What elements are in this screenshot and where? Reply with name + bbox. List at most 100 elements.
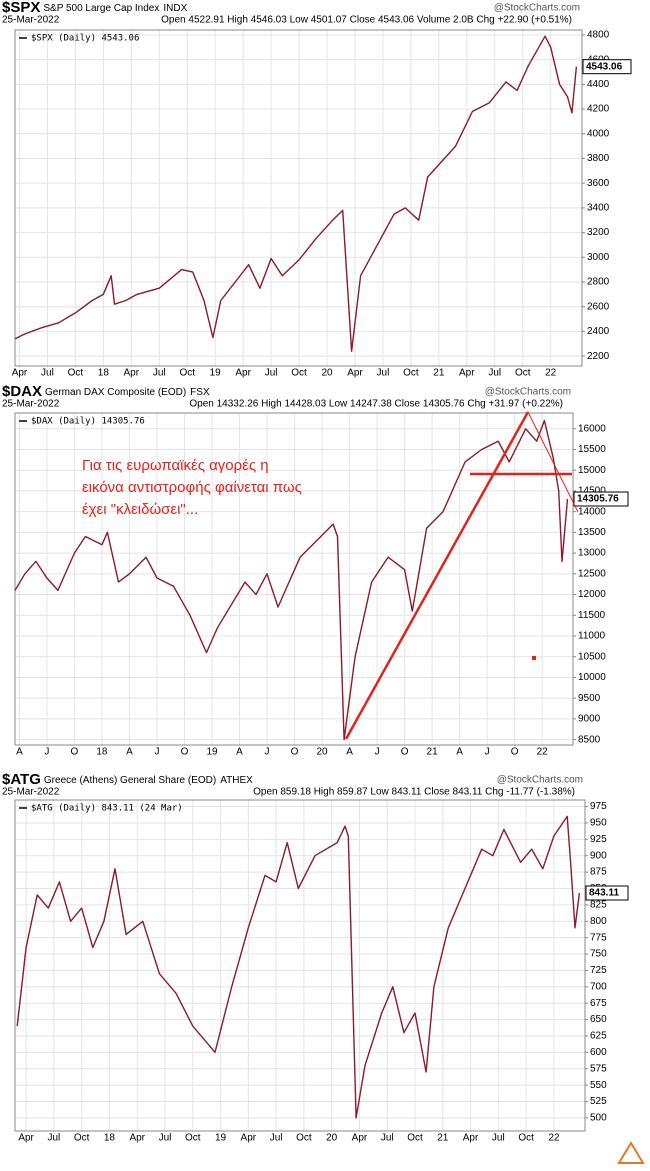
x-tick-label: Oct — [407, 1133, 423, 1144]
x-tick-label: 20 — [321, 368, 333, 379]
x-tick-label: Apr — [18, 1133, 34, 1144]
x-tick-label: 20 — [326, 1133, 338, 1144]
trend-line — [527, 411, 579, 513]
annotation: Για τις ευρωπαϊκές αγορές η — [82, 457, 269, 474]
exchange: INDX — [163, 3, 187, 14]
x-tick-label: Apr — [235, 368, 251, 379]
chart-heading: $ATG Greece (Athens) General Share (EOD) A… — [2, 771, 253, 788]
date: 25-Mar-2022 — [2, 399, 60, 410]
x-tick-label: Apr — [12, 368, 28, 379]
index-name: German DAX Composite (EOD) — [45, 387, 186, 398]
y-tick-label: 9500 — [578, 693, 601, 704]
chart-heading: $SPX S&P 500 Large Cap Index INDX — [2, 0, 188, 16]
exchange: FSX — [190, 387, 210, 398]
y-tick-label: 4000 — [587, 128, 610, 139]
legend-label: $SPX (Daily) 4543.06 — [31, 34, 139, 44]
x-tick-label: Apr — [347, 368, 363, 379]
y-tick-label: 500 — [590, 1113, 607, 1124]
y-tick-label: 10500 — [578, 651, 606, 662]
quote: Open 4522.91 High 4546.03 Low 4501.07 Cl… — [161, 15, 572, 26]
y-tick-label: 16000 — [578, 423, 606, 434]
y-tick-label: 9000 — [578, 714, 601, 725]
y-tick-label: 625 — [590, 1031, 607, 1042]
y-tick-label: 14500 — [578, 486, 606, 497]
y-tick-label: 3200 — [587, 227, 610, 238]
y-tick-label: 12000 — [578, 589, 606, 600]
y-tick-label: 950 — [590, 818, 607, 829]
y-tick-label: 15000 — [578, 465, 606, 476]
x-tick-label: Apr — [241, 1133, 257, 1144]
index-name: S&P 500 Large Cap Index — [43, 3, 159, 14]
price-line — [14, 35, 578, 352]
exchange: ATHEX — [220, 775, 253, 786]
y-tick-label: 13000 — [578, 548, 606, 559]
x-tick-label: 19 — [215, 1133, 227, 1144]
x-tick-label: O — [291, 747, 299, 758]
x-tick-label: O — [181, 747, 189, 758]
y-tick-label: 2200 — [587, 351, 610, 362]
date: 25-Mar-2022 — [2, 15, 60, 26]
last-value-box — [582, 59, 632, 75]
x-tick-label: Apr — [463, 1133, 479, 1144]
x-tick-label: Oct — [296, 1133, 312, 1144]
x-tick-label: 18 — [98, 368, 110, 379]
x-tick-label: Jul — [270, 1133, 283, 1144]
date: 25-Mar-2022 — [2, 787, 60, 798]
x-tick-label: Oct — [179, 368, 195, 379]
x-tick-label: 18 — [104, 1133, 116, 1144]
logo: @StockCharts.com — [494, 3, 580, 14]
y-tick-label: 875 — [590, 867, 607, 878]
plot-frame — [14, 412, 574, 746]
y-tick-label: 3800 — [587, 153, 610, 164]
y-tick-label: 4400 — [587, 79, 610, 90]
x-tick-label: Jul — [377, 368, 390, 379]
y-tick-label: 12500 — [578, 568, 606, 579]
annotation: εικόνα αντιστροφής φαίνεται πως — [82, 479, 302, 496]
last-value-box — [585, 885, 629, 901]
y-tick-label: 725 — [590, 965, 607, 976]
quote: Open 859.18 High 859.87 Low 843.11 Close… — [253, 787, 575, 798]
x-tick-label: J — [154, 747, 159, 758]
chart-panel: $SPX S&P 500 Large Cap Index INDX @StockCha… — [2, 0, 632, 379]
x-tick-label: 21 — [433, 368, 445, 379]
y-tick-label: 13500 — [578, 527, 606, 538]
x-tick-label: Jul — [492, 1133, 505, 1144]
y-tick-label: 900 — [590, 850, 607, 861]
last-value-box — [573, 491, 629, 507]
x-tick-label: O — [511, 747, 519, 758]
chart-panel: $ATG Greece (Athens) General Share (EOD) A… — [2, 771, 629, 1144]
y-tick-label: 3600 — [587, 178, 610, 189]
y-tick-label: 11000 — [578, 631, 606, 642]
logo: @StockCharts.com — [497, 775, 583, 786]
x-tick-label: Oct — [518, 1133, 534, 1144]
price-line — [14, 419, 569, 741]
x-tick-label: Jul — [265, 368, 278, 379]
x-tick-label: 22 — [545, 368, 557, 379]
y-tick-label: 2400 — [587, 326, 610, 337]
y-tick-label: 2800 — [587, 277, 610, 288]
y-tick-label: 700 — [590, 981, 607, 992]
legend-label: $DAX (Daily) 14305.76 — [31, 417, 145, 427]
y-tick-label: 650 — [590, 1014, 607, 1025]
x-tick-label: 21 — [437, 1133, 449, 1144]
x-tick-label: Apr — [124, 368, 140, 379]
x-tick-label: Oct — [68, 368, 84, 379]
x-tick-label: Jul — [159, 1133, 172, 1144]
x-tick-label: Oct — [515, 368, 531, 379]
x-tick-label: A — [236, 747, 243, 758]
y-tick-label: 3400 — [587, 203, 610, 214]
trend-line — [344, 411, 530, 740]
y-tick-label: 525 — [590, 1096, 607, 1107]
x-tick-label: Apr — [459, 368, 475, 379]
y-tick-label: 675 — [590, 998, 607, 1009]
x-tick-label: Apr — [129, 1133, 145, 1144]
symbol: $SPX — [2, 0, 40, 16]
index-name: Greece (Athens) General Share (EOD) — [44, 775, 216, 786]
y-tick-label: 4800 — [587, 30, 610, 41]
legend-label: $ATG (Daily) 843.11 (24 Mar) — [31, 804, 183, 814]
annotation: έχει "κλειδώσει"... — [82, 501, 198, 518]
y-tick-label: 600 — [590, 1047, 607, 1058]
x-tick-label: 20 — [317, 747, 329, 758]
x-tick-label: 22 — [548, 1133, 560, 1144]
